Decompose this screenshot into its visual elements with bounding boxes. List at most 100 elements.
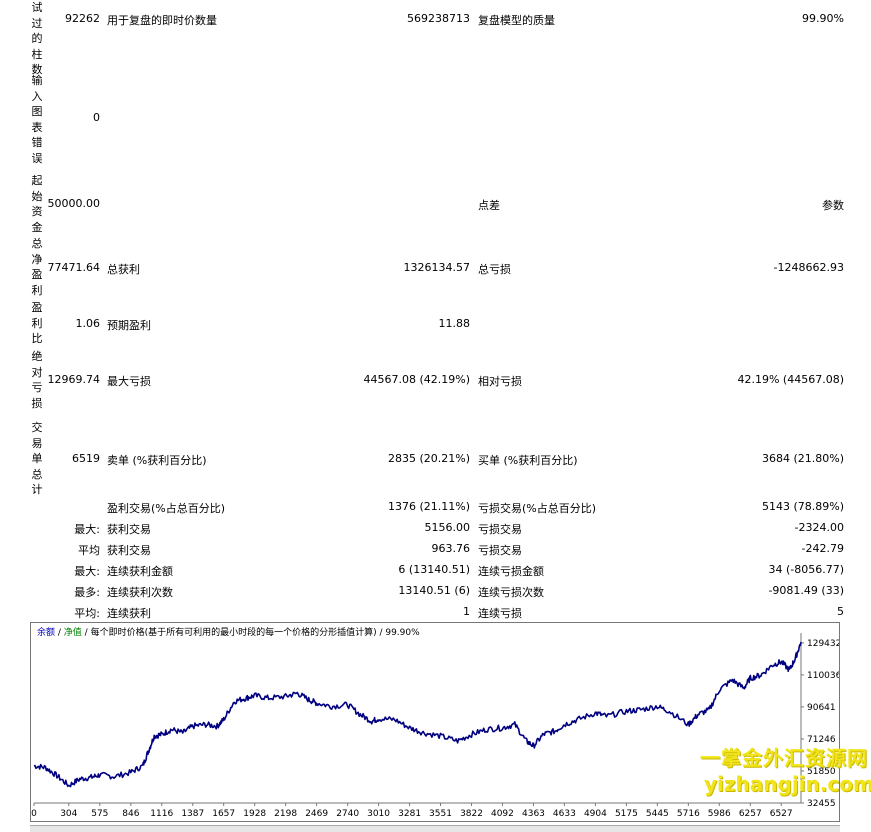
bars-value: 92262 xyxy=(65,12,100,25)
net-profit-value: 77471.64 xyxy=(47,261,101,274)
gross-loss-label: 总亏损 xyxy=(478,263,511,276)
stat-b-value: -242.79 xyxy=(801,542,844,555)
x-tick-label: 2740 xyxy=(336,809,359,819)
long-positions-value: 3684 (21.80%) xyxy=(761,452,844,465)
x-tick-label: 6257 xyxy=(739,809,762,819)
stat-b-value: -2324.00 xyxy=(794,521,844,534)
stat-b-value: -9081.49 (33) xyxy=(768,584,844,597)
y-tick-label: 51850 xyxy=(807,767,836,777)
profit-factor-label: 盈利比 xyxy=(31,301,43,345)
net-profit-label: 总净盈利 xyxy=(31,237,43,297)
stat-a-value: 963.76 xyxy=(431,542,471,555)
deposit-label: 起始资金 xyxy=(31,174,43,234)
stat-b-value: 5143 (78.89%) xyxy=(761,500,844,513)
rel-drawdown-label: 相对亏损 xyxy=(478,375,522,388)
x-tick-label: 3551 xyxy=(429,809,452,819)
stat-b-label: 连续亏损 xyxy=(478,607,522,620)
expected-payoff-value: 11.88 xyxy=(438,317,471,330)
stat-a-value: 1 xyxy=(463,605,470,618)
rel-drawdown-value: 42.19% (44567.08) xyxy=(737,373,844,386)
x-tick-label: 4904 xyxy=(584,809,607,819)
x-tick-label: 1928 xyxy=(243,809,266,819)
stat-a-label: 获利交易 xyxy=(107,523,151,536)
quality-label: 复盘模型的质量 xyxy=(478,14,555,27)
quality-value: 99.90% xyxy=(802,12,844,25)
stat-prefix: 平均: xyxy=(74,607,100,620)
x-tick-label: 3822 xyxy=(460,809,483,819)
abs-drawdown-value: 12969.74 xyxy=(47,373,101,386)
x-tick-label: 5986 xyxy=(708,809,731,819)
x-tick-label: 3010 xyxy=(367,809,390,819)
legend-balance: 余额 xyxy=(37,628,56,638)
gross-profit-label: 总获利 xyxy=(107,263,140,276)
watermark-url: yizhangjin.com xyxy=(704,772,871,796)
legend-model: 每个即时价格(基于所有可利用的最小时段的每一个价格的分形插值计算) xyxy=(90,628,377,638)
deposit-value: 50000.00 xyxy=(47,197,101,210)
x-tick-label: 5175 xyxy=(615,809,638,819)
legend-sep: / xyxy=(376,628,386,638)
y-tick-label: 129432 xyxy=(807,639,839,649)
x-tick-label: 4633 xyxy=(553,809,576,819)
x-tick-label: 6527 xyxy=(770,809,793,819)
gross-loss-value: -1248662.93 xyxy=(773,261,844,274)
stat-prefix: 平均 xyxy=(78,544,100,557)
stat-b-label: 亏损交易(%占总百分比) xyxy=(478,502,597,515)
bars-label: 试过的柱数 xyxy=(31,1,43,76)
x-tick-label: 846 xyxy=(122,809,139,819)
legend-sep: / xyxy=(81,628,91,638)
total-trades-value: 6519 xyxy=(72,452,100,465)
stat-b-value: 5 xyxy=(837,605,844,618)
long-positions-label: 买单 (%获利百分比) xyxy=(478,454,578,467)
balance-chart: 129432 110036 90641 71246 51850 32455 0 304 575 8… xyxy=(31,633,839,819)
short-positions-label: 卖单 (%获利百分比) xyxy=(107,454,207,467)
stat-a-value: 6 (13140.51) xyxy=(398,563,470,576)
watermark-text: 一掌金外汇资源网 xyxy=(700,746,868,770)
x-tick-label: 3281 xyxy=(398,809,421,819)
max-drawdown-value: 44567.08 (42.19%) xyxy=(363,373,470,386)
x-tick-label: 5445 xyxy=(646,809,669,819)
stat-a-value: 1376 (21.11%) xyxy=(387,500,470,513)
stat-prefix: 最大: xyxy=(74,565,100,578)
stat-a-label: 连续获利 xyxy=(107,607,151,620)
errors-value: 0 xyxy=(93,111,100,124)
stat-a-label: 连续获利金额 xyxy=(107,565,173,578)
x-tick-label: 0 xyxy=(31,809,37,819)
gross-profit-value: 1326134.57 xyxy=(403,261,470,274)
balance-chart-panel: 余额 / 净值 / 每个即时价格(基于所有可利用的最小时段的每一个价格的分形插值… xyxy=(30,622,840,822)
x-tick-label: 4092 xyxy=(491,809,514,819)
stat-a-value: 5156.00 xyxy=(424,521,471,534)
stat-a-value: 13140.51 (6) xyxy=(398,584,470,597)
chart-header: 余额 / 净值 / 每个即时价格(基于所有可利用的最小时段的每一个价格的分形插值… xyxy=(37,625,420,638)
total-trades-label: 交易单总计 xyxy=(31,421,43,496)
stat-b-label: 连续亏损金额 xyxy=(478,565,544,578)
profit-factor-value: 1.06 xyxy=(75,317,101,330)
short-positions-value: 2835 (20.21%) xyxy=(387,452,470,465)
balance-series-line xyxy=(33,641,802,788)
stat-b-label: 连续亏损次数 xyxy=(478,586,544,599)
stat-b-label: 亏损交易 xyxy=(478,544,522,557)
ticks-value: 569238713 xyxy=(407,12,470,25)
x-tick-label: 2198 xyxy=(274,809,297,819)
stat-prefix: 最大: xyxy=(74,523,100,536)
stat-b-label: 亏损交易 xyxy=(478,523,522,536)
stat-a-label: 连续获利次数 xyxy=(107,586,173,599)
bottom-tab-strip xyxy=(30,825,840,832)
x-tick-label: 1116 xyxy=(150,809,173,819)
stat-a-label: 盈利交易(%占总百分比) xyxy=(107,502,226,515)
stat-b-value: 34 (-8056.77) xyxy=(768,563,844,576)
x-tick-label: 304 xyxy=(60,809,77,819)
y-tick-label: 110036 xyxy=(807,671,839,681)
max-drawdown-label: 最大亏损 xyxy=(107,375,151,388)
y-tick-label: 71246 xyxy=(807,735,836,745)
ticks-label: 用于复盘的即时价数量 xyxy=(107,14,217,27)
spread-label: 点差 xyxy=(478,199,500,212)
x-tick-label: 1657 xyxy=(212,809,235,819)
stat-a-label: 获利交易 xyxy=(107,544,151,557)
x-tick-label: 1387 xyxy=(181,809,204,819)
expected-payoff-label: 预期盈利 xyxy=(107,319,151,332)
errors-label: 输入图表错误 xyxy=(31,74,43,165)
legend-sep: / xyxy=(55,628,64,638)
y-tick-label: 90641 xyxy=(807,703,836,713)
x-tick-label: 2469 xyxy=(305,809,328,819)
legend-quality: 99.90% xyxy=(385,628,420,638)
